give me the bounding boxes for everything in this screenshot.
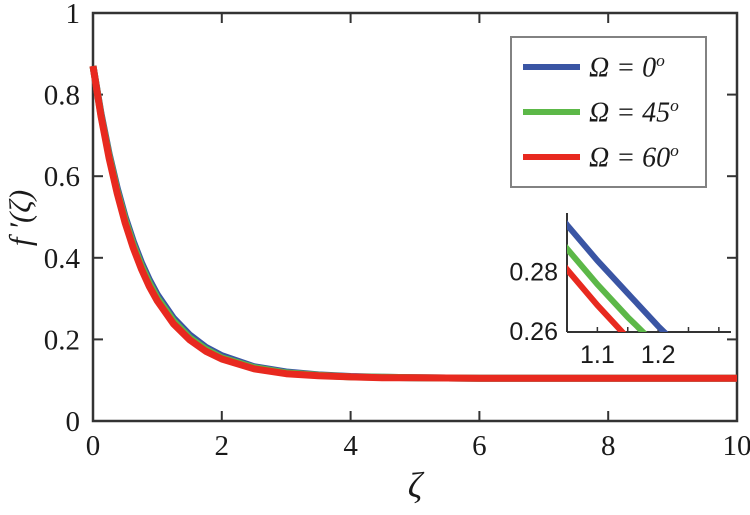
x-tick-label: 2	[215, 430, 230, 462]
y-tick-label: 1	[66, 0, 81, 30]
y-tick-label: 0.6	[44, 161, 80, 193]
legend-item: Ω = 60o	[512, 142, 705, 172]
legend-line-swatch-omega-0	[523, 63, 580, 70]
x-tick-label: 6	[472, 430, 487, 462]
x-tick-label: 0	[86, 430, 101, 462]
y-tick-label: 0	[66, 406, 81, 438]
y-tick-label: 0.8	[44, 80, 80, 112]
legend-item-sup: o	[670, 95, 679, 115]
legend-item-sup: o	[656, 50, 665, 70]
legend-item-sup: o	[670, 141, 679, 161]
legend-item: Ω = 45o	[512, 97, 705, 127]
y-tick-label: 0.2	[44, 324, 80, 356]
legend-item-text: Ω = 0	[589, 51, 657, 83]
inset-curve-1	[567, 243, 648, 332]
legend-item-label: Ω = 45o	[589, 97, 679, 127]
y-axis-label: f ′(ζ)	[2, 189, 38, 247]
x-axis-label: ζ	[407, 465, 423, 505]
legend-line-swatch-omega-60	[523, 154, 580, 161]
legend-line-swatch-omega-45	[523, 108, 580, 115]
curve-2	[89, 65, 737, 382]
inset-x-tick-label: 1.1	[580, 341, 615, 369]
x-tick-label: 8	[601, 430, 616, 462]
legend-item-text: Ω = 45	[589, 97, 671, 129]
x-tick-label: 4	[343, 430, 358, 462]
inset-curve-0	[567, 220, 669, 332]
legend: Ω = 0o Ω = 45o Ω = 60o	[510, 36, 707, 188]
inset-x-tick-label: 1.2	[641, 341, 676, 369]
x-tick-label: 10	[723, 430, 750, 462]
inset-y-tick-label: 0.28	[509, 259, 558, 287]
inset-y-tick-label: 0.26	[509, 318, 558, 346]
legend-item-label: Ω = 60o	[589, 142, 679, 172]
legend-item-text: Ω = 60	[589, 142, 671, 174]
legend-item: Ω = 0o	[512, 50, 705, 83]
y-tick-label: 0.4	[44, 243, 81, 275]
legend-item-label: Ω = 0o	[589, 50, 665, 83]
plot-box	[91, 11, 739, 423]
